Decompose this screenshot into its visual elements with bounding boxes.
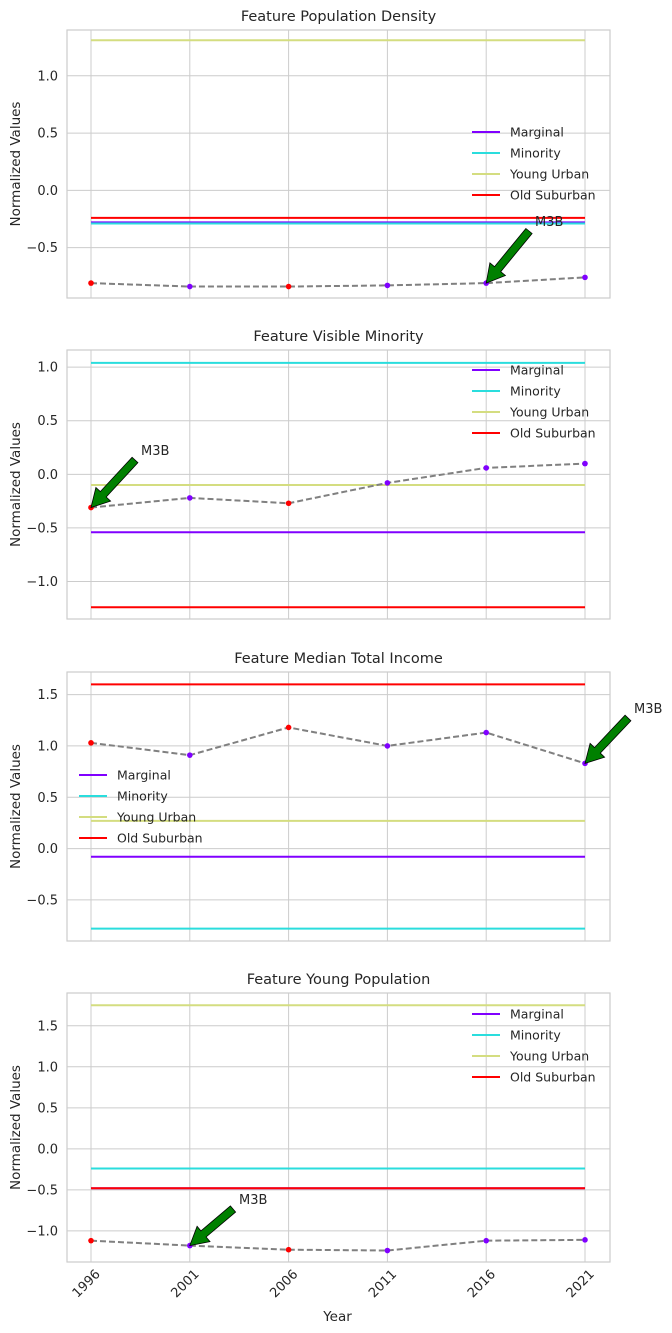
chart-panel-1: 1.0 0.5 0.0 −0.5 Feature Population Density N… (8, 9, 611, 299)
legend-entry: Young Urban (509, 167, 589, 182)
y-axis-label: Normalized Values (8, 744, 24, 869)
data-point (187, 283, 193, 290)
chart-panel-3: 1.5 1.0 0.5 0.0 −0.5 Feature Median Total Inc… (8, 651, 662, 942)
annotation-label: M3B (141, 444, 169, 459)
x-tick-label: 2006 (267, 1267, 301, 1301)
y-axis-label: Normalized Values (8, 422, 24, 547)
data-point (285, 283, 292, 290)
chart-panel-4: 1.5 1.0 0.5 0.0 −0.5 −1.0 Feature Young Popula… (8, 972, 611, 1325)
x-tick-label: 2016 (465, 1267, 499, 1301)
series-line (90, 276, 586, 288)
y-tick-label: 0.5 (37, 127, 58, 142)
axes-frame (66, 29, 611, 299)
axes-frame (66, 992, 611, 1263)
x-tick-label: 2021 (564, 1267, 598, 1301)
y-tick-label: 0.0 (37, 842, 58, 857)
y-tick-label: 0.0 (37, 184, 58, 199)
data-point (88, 740, 94, 746)
x-tick-label: 2001 (169, 1267, 203, 1301)
y-tick-label: −0.5 (26, 241, 58, 256)
data-point (88, 1237, 94, 1244)
legend-entry: Minority (510, 384, 561, 399)
y-tick-label: 1.5 (37, 688, 58, 703)
y-tick-label: 1.0 (37, 361, 58, 376)
series-line (90, 462, 586, 509)
data-point (285, 1246, 292, 1253)
y-tick-label: −0.5 (26, 521, 58, 536)
y-tick-label: −0.5 (26, 893, 58, 908)
chart-panel-2: 1.0 0.5 0.0 −0.5 −1.0 Feature Visible Minorit… (8, 329, 611, 620)
y-tick-label: −0.5 (26, 1183, 58, 1198)
legend-entry: Young Urban (509, 405, 589, 420)
data-point (483, 465, 490, 471)
x-tick-label: 1996 (70, 1267, 104, 1301)
y-tick-label: 1.5 (37, 1019, 58, 1034)
data-point (582, 1237, 588, 1243)
chart-title: Feature Population Density (241, 9, 437, 25)
annotation-label: M3B (535, 215, 563, 230)
data-point (187, 752, 193, 758)
y-tick-label: 1.0 (37, 69, 58, 84)
chart-title: Feature Young Population (247, 972, 431, 988)
legend-entry: Minority (510, 146, 561, 161)
annotation-label: M3B (634, 702, 662, 717)
annotation-arrow (485, 227, 533, 284)
data-point (285, 500, 292, 507)
chart-title: Feature Visible Minority (253, 329, 424, 345)
y-tick-label: 1.0 (37, 1060, 58, 1075)
y-tick-label: 0.5 (37, 791, 58, 806)
y-tick-label: 1.0 (37, 739, 58, 754)
data-point (483, 729, 490, 736)
annotation-arrow (584, 714, 632, 764)
y-tick-label: 0.5 (37, 414, 58, 429)
legend-entry: Minority (117, 789, 168, 804)
annotation-label: M3B (239, 1193, 267, 1208)
legend-entry: Old Suburban (117, 831, 203, 846)
legend-entry: Marginal (117, 768, 171, 783)
data-point (285, 724, 292, 731)
y-tick-label: −1.0 (26, 1224, 58, 1239)
y-tick-label: 0.0 (37, 468, 58, 483)
data-point (384, 1247, 391, 1254)
legend-entry: Young Urban (509, 1049, 589, 1064)
data-point (88, 280, 94, 286)
x-axis-label: Year (322, 1309, 352, 1325)
chart-title: Feature Median Total Income (234, 651, 443, 667)
data-point (483, 1237, 490, 1244)
legend-entry: Minority (510, 1028, 561, 1043)
data-point (187, 495, 193, 501)
data-point (384, 743, 391, 749)
legend-entry: Marginal (510, 125, 564, 140)
legend-entry: Marginal (510, 363, 564, 378)
legend-entry: Old Suburban (510, 426, 596, 441)
data-point (384, 282, 391, 289)
axes-frame (66, 671, 611, 942)
legend-entry: Old Suburban (510, 188, 596, 203)
y-tick-label: 0.0 (37, 1142, 58, 1157)
legend-entry: Young Urban (116, 810, 196, 825)
y-axis-label: Normalized Values (8, 1065, 24, 1190)
y-tick-label: 0.5 (37, 1101, 58, 1116)
y-tick-label: −1.0 (26, 575, 58, 590)
annotation-arrow (90, 456, 139, 509)
legend-entry: Old Suburban (510, 1070, 596, 1085)
data-point (384, 480, 391, 486)
data-point (582, 460, 588, 467)
x-tick-label: 2011 (366, 1267, 400, 1301)
y-axis-label: Normalized Values (8, 102, 24, 227)
legend-entry: Marginal (510, 1007, 564, 1022)
series-line (90, 726, 586, 765)
series-line (90, 1238, 586, 1252)
annotation-arrow (189, 1205, 237, 1247)
data-point (582, 274, 588, 281)
